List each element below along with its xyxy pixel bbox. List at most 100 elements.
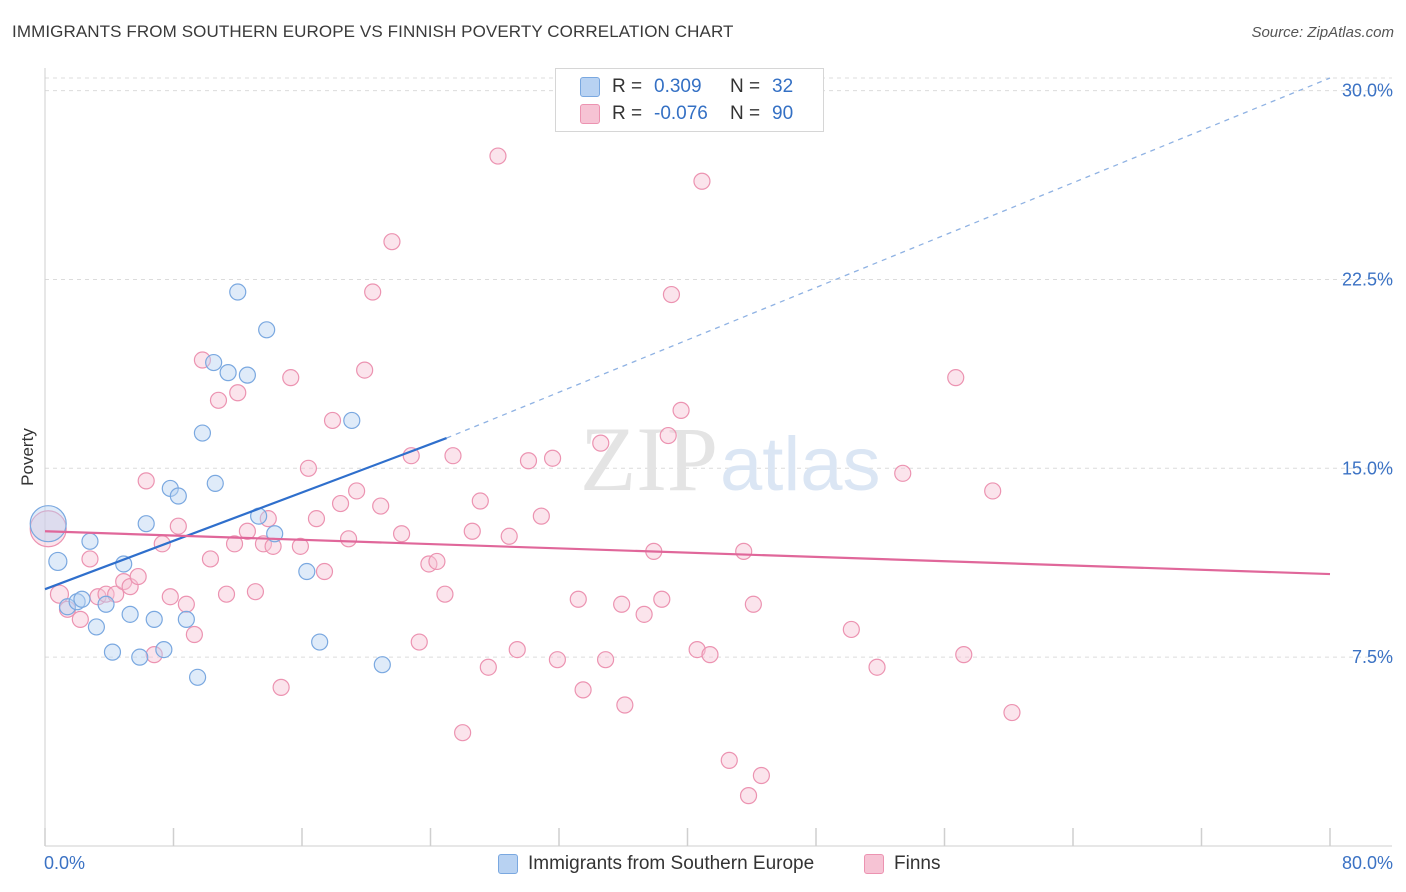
finns-point — [471, 492, 489, 510]
legend-row-immigrants: R = 0.309 N = 32 — [580, 74, 793, 100]
x-tick-label: 80.0% — [1342, 853, 1393, 873]
y-tick-label: 7.5% — [1352, 647, 1393, 667]
finns-point — [177, 595, 195, 613]
y-tick-label: 15.0% — [1342, 458, 1393, 478]
bottom-legend-immigrants[interactable]: Immigrants from Southern Europe — [498, 852, 814, 876]
finns-point — [185, 625, 203, 644]
immigrants-point — [48, 551, 68, 572]
immigrants-point — [188, 668, 207, 686]
finns-point — [348, 482, 366, 500]
finns-point — [193, 351, 212, 369]
tick-labels: 7.5% 15.0% 22.5% 30.0% 0.0% 80.0% — [44, 81, 1393, 873]
finns-point — [616, 696, 634, 714]
immigrants-point — [73, 590, 91, 608]
immigrants-point — [373, 656, 391, 674]
correlation-legend: R = 0.309 N = 32 R = -0.076 N = 90 — [555, 68, 824, 132]
finns-point — [217, 585, 236, 603]
finns-point — [339, 530, 358, 548]
finns-point — [229, 384, 247, 402]
immigrants-point — [298, 562, 316, 581]
immigrants-point — [177, 610, 195, 628]
axes — [44, 68, 1392, 847]
finns-point — [315, 562, 334, 581]
immigrants-point — [145, 610, 163, 628]
finns-point — [246, 583, 265, 601]
immigrants-points — [29, 283, 391, 686]
chart-title: IMMIGRANTS FROM SOUTHERN EUROPE VS FINNI… — [12, 22, 734, 41]
immigrants-point — [311, 633, 329, 651]
finns-point — [428, 552, 446, 571]
finns-point — [613, 595, 631, 613]
bottom-legend-label: Immigrants from Southern Europe — [528, 853, 815, 874]
finns-point — [225, 535, 244, 553]
immigrants-point — [206, 474, 224, 493]
finns-point — [383, 233, 401, 251]
legend-swatch-blue — [580, 77, 600, 97]
immigrants-point — [81, 532, 99, 550]
immigrants-point — [343, 411, 361, 430]
source-label: Source: ZipAtlas.com — [1251, 24, 1394, 41]
finns-point — [720, 751, 738, 769]
y-tick-label: 22.5% — [1342, 269, 1393, 289]
immigrants-point — [68, 593, 86, 611]
immigrants-point — [58, 598, 77, 616]
finns-point — [49, 584, 70, 604]
immigrants-point — [97, 595, 115, 613]
legend-r-label: R = — [612, 76, 643, 97]
finns-point — [519, 452, 538, 470]
finns-point — [489, 147, 507, 165]
immigrants-point — [229, 283, 247, 301]
finns-point — [209, 391, 228, 409]
finns-point — [508, 640, 526, 659]
finns-point — [752, 766, 770, 785]
finns-point — [436, 585, 454, 603]
bottom-legend-finns[interactable]: Finns — [864, 852, 940, 876]
immigrants-trend-extension — [446, 77, 1331, 439]
finns-point — [735, 542, 753, 560]
legend-n-value: 32 — [772, 76, 794, 97]
finns-point — [574, 681, 592, 699]
finns-point — [282, 369, 300, 387]
finns-point — [454, 724, 472, 742]
immigrants-point — [131, 648, 149, 666]
watermark-zip: ZIP — [580, 408, 718, 510]
finns-point — [254, 535, 273, 553]
finns-point — [238, 522, 256, 540]
finns-point — [364, 283, 382, 301]
immigrants-point — [193, 424, 212, 442]
legend-r-value: -0.076 — [654, 103, 708, 124]
immigrants-point — [137, 515, 155, 533]
finns-point — [842, 620, 860, 639]
finns-point — [693, 172, 711, 190]
finns-point — [444, 447, 462, 465]
finns-point — [596, 651, 615, 669]
finns-point — [479, 658, 497, 676]
finns-point — [659, 426, 677, 445]
legend-row-finns: R = -0.076 N = 90 — [580, 101, 793, 127]
x-tick-label: 0.0% — [44, 853, 85, 873]
finns-point — [137, 472, 155, 490]
immigrants-point — [87, 618, 106, 636]
finns-point — [744, 595, 762, 613]
finns-point — [323, 411, 342, 430]
finns-point — [299, 459, 318, 477]
finns-point — [868, 658, 886, 676]
finns-point — [500, 527, 518, 545]
finns-point — [662, 285, 681, 304]
finns-point — [129, 567, 147, 586]
finns-point — [392, 525, 411, 543]
legend-swatch-pink — [580, 104, 600, 124]
finns-point — [161, 588, 179, 606]
finns-point — [635, 605, 653, 623]
immigrants-point — [155, 640, 173, 659]
finns-point — [672, 401, 690, 419]
finns-point — [356, 361, 374, 379]
finns-point — [463, 522, 481, 540]
bottom-legend-label: Finns — [894, 853, 941, 874]
finns-point — [201, 550, 220, 568]
legend-r-label: R = — [612, 103, 643, 124]
legend-n-label: N = — [730, 103, 761, 124]
finns-point — [29, 510, 67, 548]
finns-point — [955, 646, 973, 664]
